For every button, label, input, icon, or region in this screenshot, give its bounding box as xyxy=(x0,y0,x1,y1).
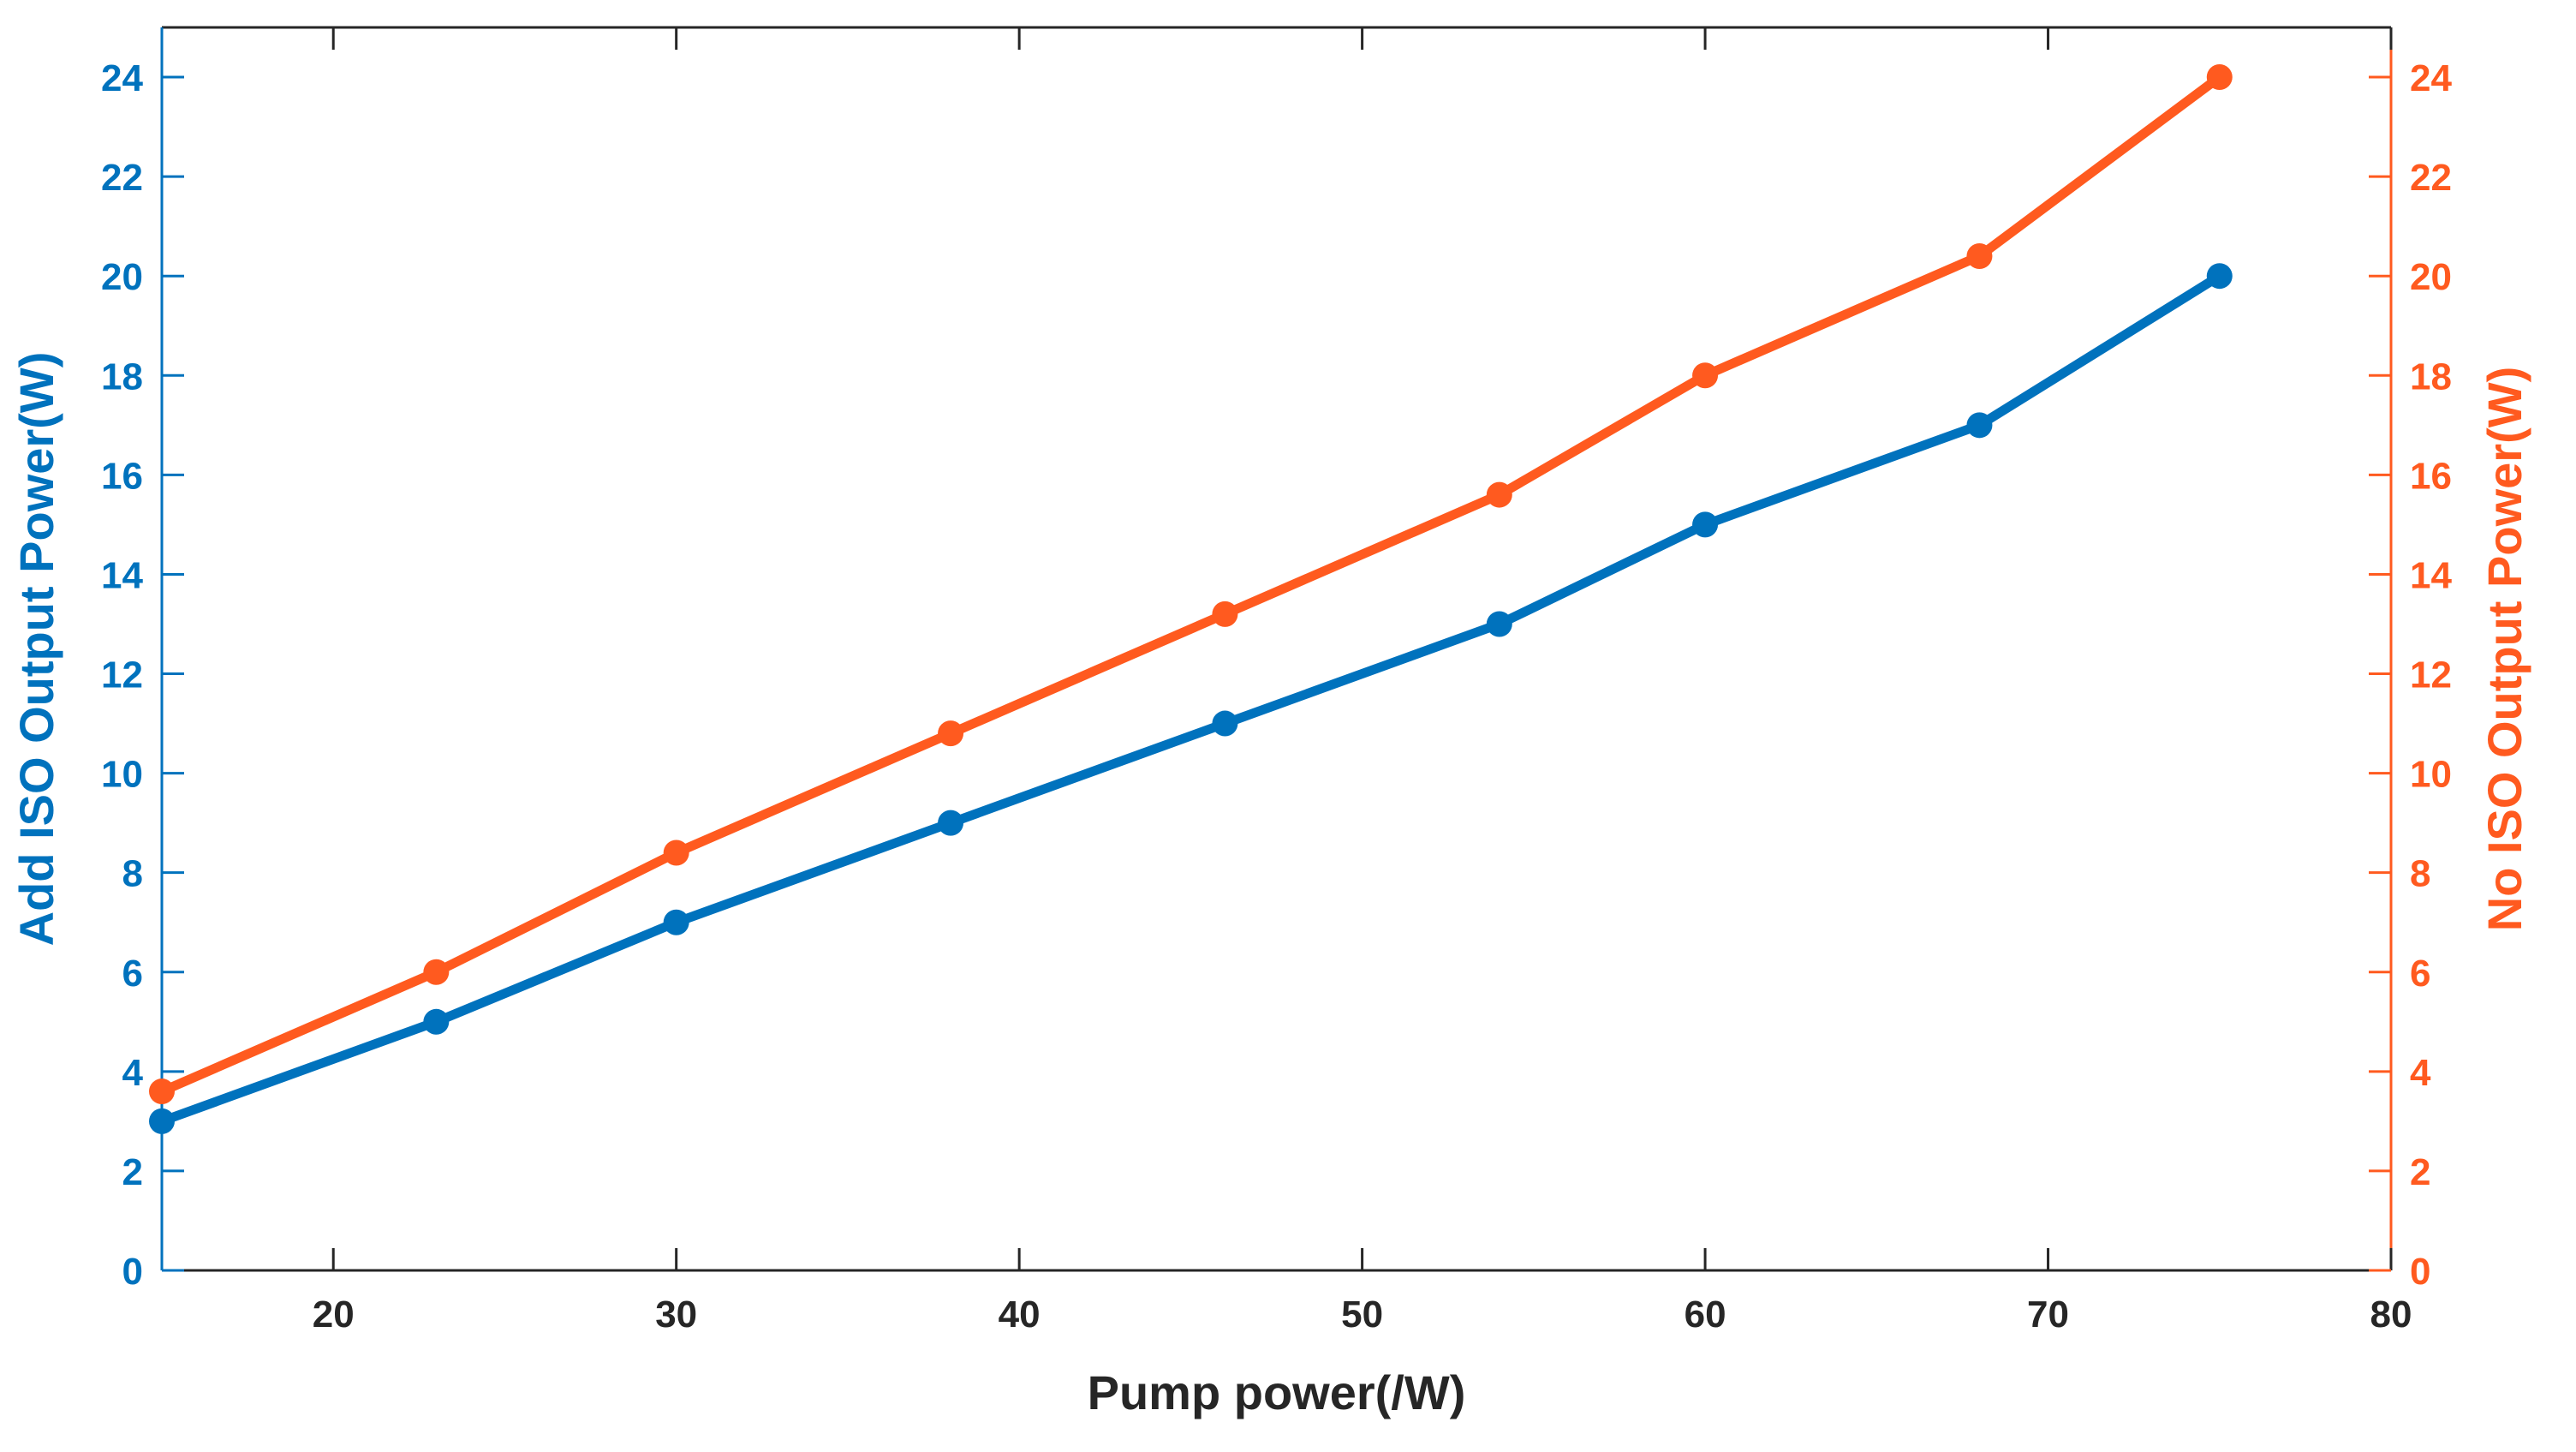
data-point-add-iso xyxy=(1966,412,1993,439)
y-right-tick-label: 6 xyxy=(2410,953,2430,995)
data-point-no-iso xyxy=(2206,64,2233,91)
y-right-tick-label: 2 xyxy=(2410,1151,2430,1193)
x-tick-label: 80 xyxy=(2370,1294,2412,1335)
data-point-add-iso xyxy=(1212,710,1238,737)
y-right-tick-label: 18 xyxy=(2410,356,2452,397)
y-left-tick-label: 12 xyxy=(101,654,143,696)
series-layer xyxy=(149,64,2233,1134)
plot-background xyxy=(162,27,2391,1270)
y-left-tick-label: 16 xyxy=(101,455,143,497)
y-left-tick-label: 6 xyxy=(122,953,143,995)
y-right-tick-label: 20 xyxy=(2410,256,2452,298)
x-tick-label: 50 xyxy=(1341,1294,1383,1335)
y-left-tick-label: 18 xyxy=(101,356,143,397)
data-point-no-iso xyxy=(1486,481,1512,508)
data-point-add-iso xyxy=(1692,511,1719,538)
y-left-tick-label: 22 xyxy=(101,157,143,199)
y-right-tick-label: 24 xyxy=(2410,57,2452,99)
y-left-tick-label: 14 xyxy=(101,554,143,596)
y-right-tick-label: 16 xyxy=(2410,455,2452,497)
y-left-tick-label: 4 xyxy=(122,1052,144,1094)
data-point-add-iso xyxy=(663,909,689,935)
y-right-tick-label: 10 xyxy=(2410,754,2452,796)
x-tick-label: 30 xyxy=(655,1294,697,1335)
y-left-tick-label: 8 xyxy=(122,853,143,895)
y-right-tick-label: 12 xyxy=(2410,654,2452,696)
data-point-no-iso xyxy=(149,1079,175,1105)
data-point-no-iso xyxy=(1692,362,1719,389)
data-point-no-iso xyxy=(423,959,450,985)
y-right-tick-label: 4 xyxy=(2410,1052,2431,1094)
x-axis-title: Pump power(/W) xyxy=(1088,1365,1466,1419)
data-point-add-iso xyxy=(938,810,964,836)
data-point-add-iso xyxy=(423,1008,450,1035)
y-left-tick-label: 2 xyxy=(122,1151,143,1193)
y-left-tick-label: 10 xyxy=(101,754,143,796)
data-point-no-iso xyxy=(663,840,689,866)
y-axis-left-title: Add ISO Output Power(W) xyxy=(9,352,63,947)
x-tick-label: 40 xyxy=(999,1294,1041,1335)
plot-frame xyxy=(160,26,2393,1272)
data-point-no-iso xyxy=(1966,242,1993,269)
y-left-tick-label: 20 xyxy=(101,256,143,298)
y-right-tick-label: 0 xyxy=(2410,1251,2430,1293)
y-right-tick-label: 14 xyxy=(2410,554,2452,596)
data-point-add-iso xyxy=(149,1108,175,1134)
y-left-tick-label: 0 xyxy=(122,1251,143,1293)
y-left-tick-label: 24 xyxy=(101,57,143,99)
x-axis: 20 30 40 50 60 70 80 xyxy=(313,27,2412,1335)
data-point-no-iso xyxy=(938,720,964,747)
data-point-no-iso xyxy=(1212,601,1238,627)
y-axis-right-title: No ISO Output Power(W) xyxy=(2478,367,2531,931)
x-tick-label: 20 xyxy=(313,1294,355,1335)
y-right-tick-label: 22 xyxy=(2410,157,2452,199)
x-tick-label: 70 xyxy=(2027,1294,2069,1335)
x-tick-label: 60 xyxy=(1685,1294,1726,1335)
data-point-add-iso xyxy=(2206,263,2233,290)
y-right-tick-label: 8 xyxy=(2410,853,2430,895)
data-point-add-iso xyxy=(1486,611,1512,637)
